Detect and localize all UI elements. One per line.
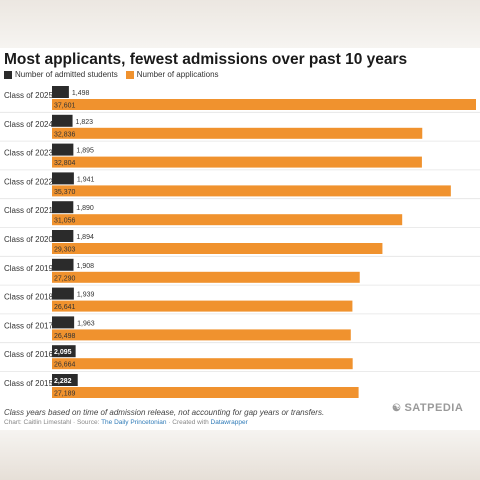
category-label: Class of 2025 (4, 91, 53, 100)
admitted-bar (52, 201, 74, 214)
admitted-value-label: 2,095 (54, 349, 72, 356)
applications-bar (52, 243, 383, 254)
admitted-value-label: 1,498 (72, 90, 90, 97)
legend-label-admitted: Number of admitted students (15, 70, 118, 79)
admitted-value-label: 1,895 (76, 148, 94, 155)
admitted-value-label: 1,894 (76, 234, 94, 241)
credit-prefix: Chart: Caitlin Limestahl · Source: (4, 419, 102, 426)
legend-label-applications: Number of applications (136, 70, 219, 79)
category-label: Class of 2023 (4, 149, 53, 158)
applications-bar (52, 271, 360, 283)
admitted-bar (52, 345, 76, 358)
admitted-bar (52, 86, 69, 98)
admitted-bar (52, 114, 73, 127)
legend-swatch-admitted (4, 70, 12, 79)
chart-title: Most applicants, fewest admissions over … (4, 51, 408, 68)
applications-bar (52, 358, 353, 370)
applications-value-label: 27,189 (54, 391, 76, 398)
admitted-value-label: 1,963 (77, 320, 95, 327)
category-label: Class of 2022 (4, 177, 53, 186)
category-label: Class of 2019 (4, 264, 53, 273)
applications-bar (52, 156, 422, 168)
admitted-bar (52, 287, 74, 300)
admitted-value-label: 1,939 (77, 292, 95, 299)
admitted-value-label: 1,890 (76, 205, 94, 212)
category-label: Class of 2021 (4, 206, 53, 215)
admitted-bar (52, 143, 74, 156)
admitted-value-label: 1,941 (77, 176, 95, 183)
chart-credit: Chart: Caitlin Limestahl · Source: The D… (4, 419, 248, 426)
chat-bubble-icon: ☯ (392, 402, 402, 414)
background-bottom (0, 430, 480, 480)
legend-item-applications: Number of applications (125, 70, 219, 79)
bar-chart: Class of 2025 1,498 37,601 Class of 2024 1,8… (0, 86, 480, 398)
admitted-bar (52, 316, 75, 329)
legend-swatch-applications (125, 70, 134, 79)
category-label: Class of 2020 (4, 235, 53, 244)
watermark: ☯ SATPEDIA (392, 402, 463, 414)
applications-value-label: 35,370 (54, 189, 76, 196)
legend-item-admitted: Number of admitted students (4, 70, 118, 79)
watermark-text: SATPEDIA (404, 402, 464, 414)
applications-value-label: 29,303 (54, 247, 76, 254)
admitted-value-label: 2,282 (54, 378, 72, 385)
admitted-bar (52, 374, 78, 386)
credit-middle: · Created with (166, 419, 211, 426)
applications-value-label: 26,498 (54, 333, 76, 340)
applications-value-label: 37,601 (54, 103, 76, 110)
category-label: Class of 2018 (4, 293, 53, 302)
category-label: Class of 2017 (4, 321, 53, 330)
applications-value-label: 27,290 (54, 275, 76, 282)
admitted-bar (52, 172, 74, 185)
applications-bar (52, 99, 476, 110)
applications-value-label: 32,804 (54, 160, 76, 167)
applications-bar (52, 329, 351, 341)
category-label: Class of 2024 (4, 120, 53, 129)
datawrapper-link[interactable]: Datawrapper (210, 419, 248, 426)
category-label: Class of 2015 (4, 379, 53, 388)
applications-bar (52, 387, 359, 398)
source-link[interactable]: The Daily Princetonian (101, 419, 167, 426)
applications-bar (52, 185, 451, 197)
applications-bar (52, 127, 423, 139)
applications-value-label: 26,641 (54, 304, 76, 311)
chart-footnote: Class years based on time of admission r… (4, 408, 325, 417)
applications-value-label: 26,664 (54, 362, 76, 369)
admitted-value-label: 1,908 (77, 263, 95, 270)
background-top (0, 0, 480, 48)
applications-bar (52, 300, 353, 312)
applications-bar (52, 214, 403, 226)
admitted-bar (52, 258, 74, 271)
chart-legend: Number of admitted students Number of ap… (4, 70, 227, 79)
applications-value-label: 31,056 (54, 218, 76, 225)
admitted-bar (52, 230, 74, 242)
category-label: Class of 2016 (4, 350, 53, 359)
applications-value-label: 32,836 (54, 131, 76, 138)
admitted-value-label: 1,823 (76, 119, 94, 126)
